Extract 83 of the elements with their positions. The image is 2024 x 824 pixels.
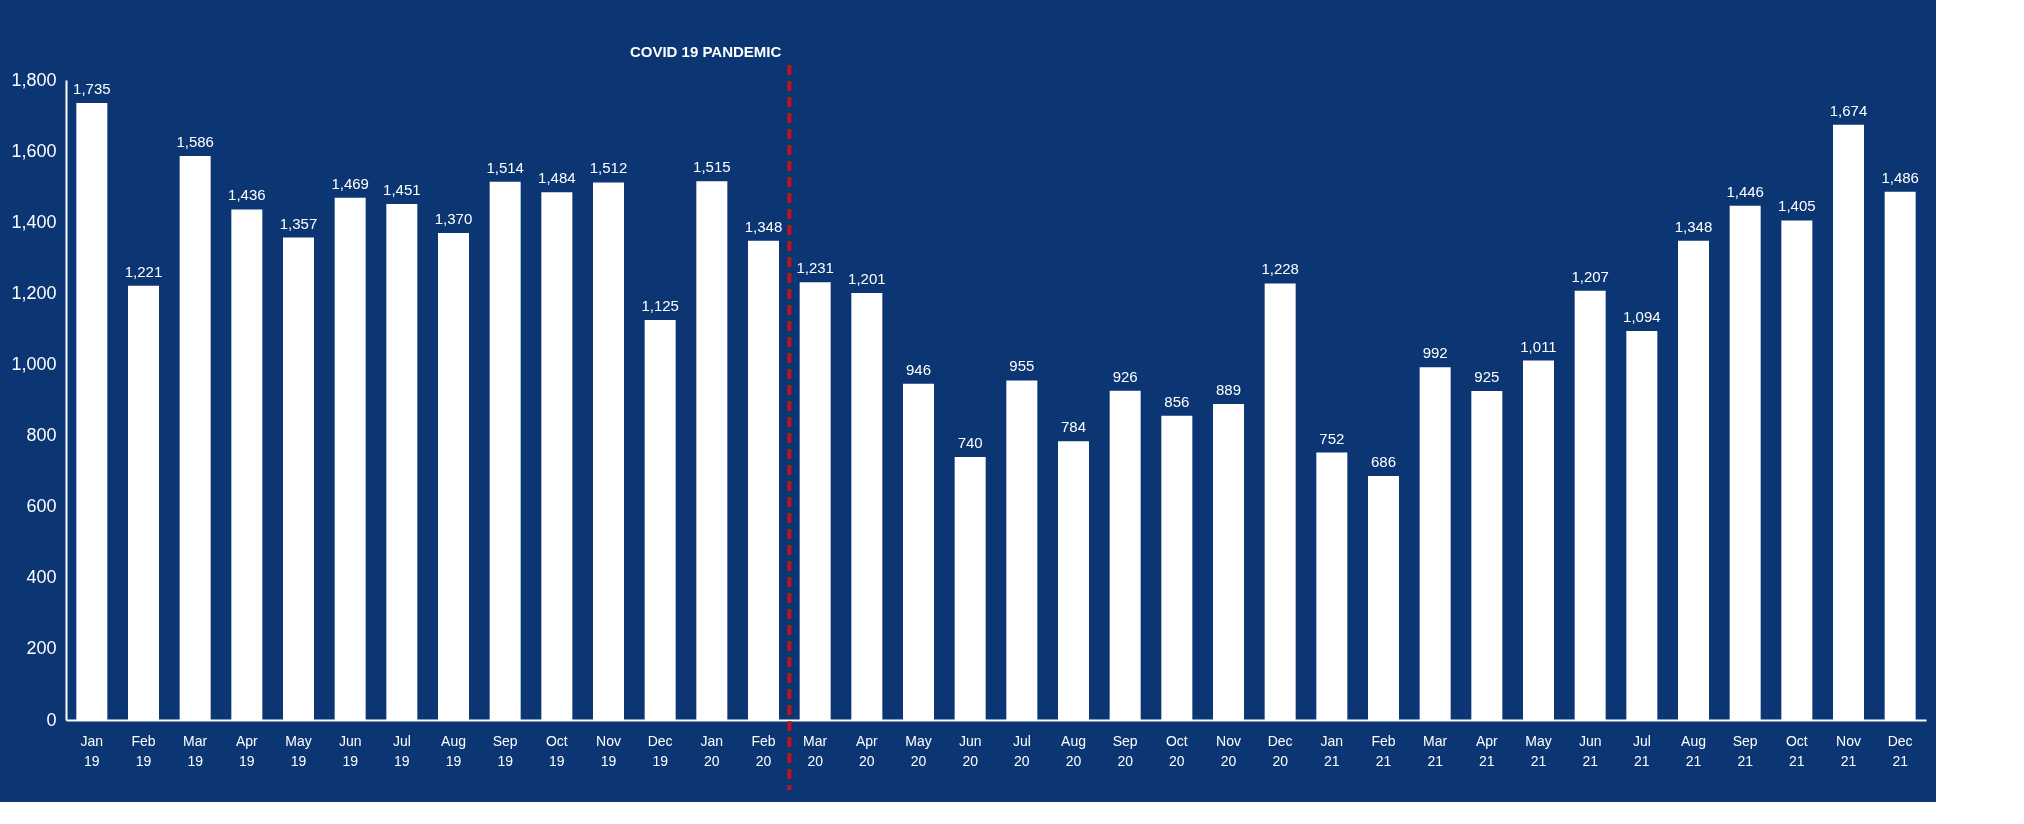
x-tick-label: Mar 21: [1423, 732, 1448, 769]
x-tick-label: Aug 19: [441, 732, 466, 769]
x-tick-label: Jan 19: [80, 732, 104, 769]
x-tick-label: Sep 19: [492, 732, 518, 769]
data-label: 926: [1112, 367, 1138, 385]
data-label: 1,486: [1881, 168, 1919, 186]
x-tick-label: Oct 19: [545, 732, 568, 769]
x-tick-label: Oct 21: [1785, 732, 1808, 769]
y-tick-label: 1,800: [11, 69, 57, 90]
data-label: 1,207: [1571, 267, 1609, 285]
x-tick-label: Dec 19: [647, 732, 673, 769]
x-tick-label: Sep 20: [1112, 732, 1138, 769]
x-tick-label: May 20: [905, 732, 932, 769]
data-label: 1,451: [383, 181, 421, 199]
data-label: 1,011: [1520, 337, 1557, 355]
x-tick-label: Jul 20: [1012, 732, 1031, 769]
data-label: 1,125: [641, 297, 679, 314]
x-tick-label: Nov 20: [1216, 732, 1241, 769]
x-tick-label: Dec 21: [1887, 732, 1913, 769]
x-tick-label: Aug 20: [1061, 732, 1086, 769]
y-tick-label: 1,000: [11, 353, 57, 374]
y-tick-label: 0: [46, 709, 57, 730]
x-tick-label: Aug 21: [1681, 732, 1706, 769]
data-label: 1,515: [693, 158, 731, 176]
data-label: 1,221: [124, 262, 163, 280]
y-tick-label: 1,600: [11, 140, 57, 161]
y-tick-label: 600: [26, 496, 57, 517]
data-label: 925: [1474, 368, 1500, 386]
x-tick-label: Nov 21: [1836, 732, 1861, 769]
x-tick-label: Feb 21: [1371, 732, 1396, 769]
data-label: 752: [1319, 429, 1345, 447]
x-tick-label: Jun 20: [958, 732, 982, 769]
data-label: 955: [1009, 357, 1035, 375]
y-tick-label: 200: [26, 638, 57, 659]
data-label: 1,357: [279, 214, 318, 232]
data-label: 1,484: [538, 169, 576, 187]
data-label: 1,094: [1623, 308, 1661, 326]
x-tick-label: Apr 19: [235, 732, 259, 769]
data-label: 1,674: [1829, 101, 1868, 119]
data-label: 946: [905, 360, 932, 378]
data-label: 1,735: [73, 80, 111, 98]
x-tick-label: Jun 19: [338, 732, 362, 769]
x-tick-label: May 21: [1525, 732, 1552, 769]
data-label: 1,446: [1726, 182, 1764, 200]
ref-line-label: COVID 19 PANDEMIC: [629, 43, 782, 60]
data-label: 1,370: [434, 209, 473, 227]
data-label: 1,228: [1261, 260, 1299, 278]
data-label: 992: [1422, 344, 1448, 362]
data-label: 1,436: [228, 186, 266, 204]
x-tick-label: Apr 21: [1475, 732, 1499, 769]
x-tick-label: Jan 21: [1320, 732, 1344, 769]
x-tick-label: Jul 21: [1632, 732, 1651, 769]
x-tick-label: Jun 21: [1578, 732, 1602, 769]
x-tick-label: Jul 19: [392, 732, 411, 769]
x-tick-label: Nov 19: [596, 732, 621, 769]
x-tick-label: Mar 20: [803, 732, 828, 769]
y-tick-label: 800: [26, 425, 57, 446]
data-label: 1,405: [1778, 197, 1816, 215]
x-tick-label: Oct 20: [1165, 732, 1188, 769]
data-label: 1,231: [796, 259, 834, 277]
data-label: 1,348: [1674, 217, 1713, 235]
x-tick-label: Feb 20: [751, 732, 776, 769]
x-tick-label: Apr 20: [855, 732, 879, 769]
y-tick-label: 1,400: [11, 211, 57, 232]
data-label: 1,348: [744, 217, 783, 235]
x-tick-label: Mar 19: [183, 732, 208, 769]
data-label: 784: [1060, 418, 1087, 436]
data-label: 740: [957, 433, 983, 451]
data-label: 889: [1215, 380, 1242, 398]
data-label: 1,201: [848, 269, 886, 287]
data-label: 1,512: [589, 159, 628, 177]
data-label: 686: [1370, 453, 1397, 471]
x-tick-label: Feb 19: [131, 732, 156, 769]
x-tick-label: Dec 20: [1267, 732, 1293, 769]
x-tick-label: Jan 20: [700, 732, 724, 769]
x-tick-label: May 19: [285, 732, 312, 769]
y-tick-label: 400: [26, 567, 57, 588]
data-label: 1,514: [486, 158, 524, 176]
data-label: 1,586: [176, 133, 214, 151]
y-tick-label: 1,200: [11, 282, 57, 303]
x-tick-label: Sep 21: [1732, 732, 1758, 769]
data-label: 856: [1164, 392, 1190, 410]
data-label: 1,469: [331, 174, 369, 192]
